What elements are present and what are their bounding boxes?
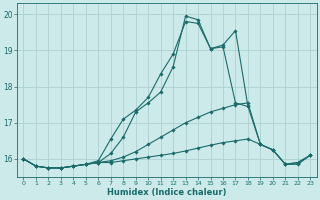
X-axis label: Humidex (Indice chaleur): Humidex (Indice chaleur) — [107, 188, 227, 197]
